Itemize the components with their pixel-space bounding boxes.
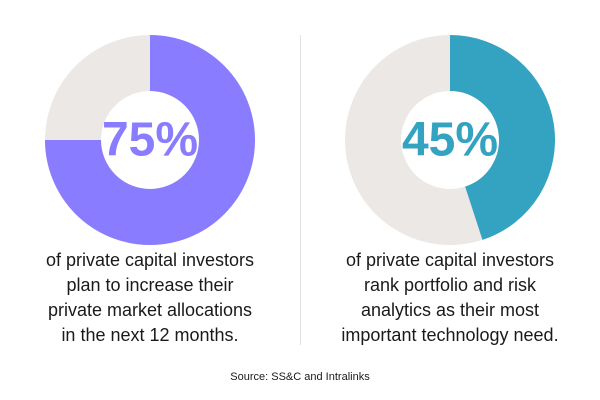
stat-caption: of private capital investors rank portfo… xyxy=(300,248,600,348)
stat-caption: of private capital investors plan to inc… xyxy=(0,248,300,348)
donut-chart-allocations: 75% xyxy=(45,35,255,245)
divider xyxy=(300,35,301,345)
caption-line: private market allocations xyxy=(47,300,253,320)
donut-value-arc xyxy=(448,35,555,240)
source-note: Source: SS&C and Intralinks xyxy=(230,371,370,383)
stat-panel-allocations: 75% of private capital investors plan to… xyxy=(0,0,300,360)
caption-line: plan to increase their xyxy=(66,275,234,295)
caption-line: rank portfolio and risk xyxy=(363,275,537,295)
stat-panel-analytics: 45% of private capital investors rank po… xyxy=(300,0,600,360)
caption-line: important technology need. xyxy=(341,325,559,345)
caption-line: analytics as their most xyxy=(360,300,540,320)
caption-line: of private capital investors xyxy=(45,250,255,270)
donut-value-arc xyxy=(45,35,255,245)
donut-chart-analytics: 45% xyxy=(345,35,555,245)
caption-line: of private capital investors xyxy=(345,250,555,270)
caption-line: in the next 12 months. xyxy=(61,325,239,345)
donut-center-label: 45% xyxy=(402,114,498,167)
donut-center-label: 75% xyxy=(102,114,198,167)
